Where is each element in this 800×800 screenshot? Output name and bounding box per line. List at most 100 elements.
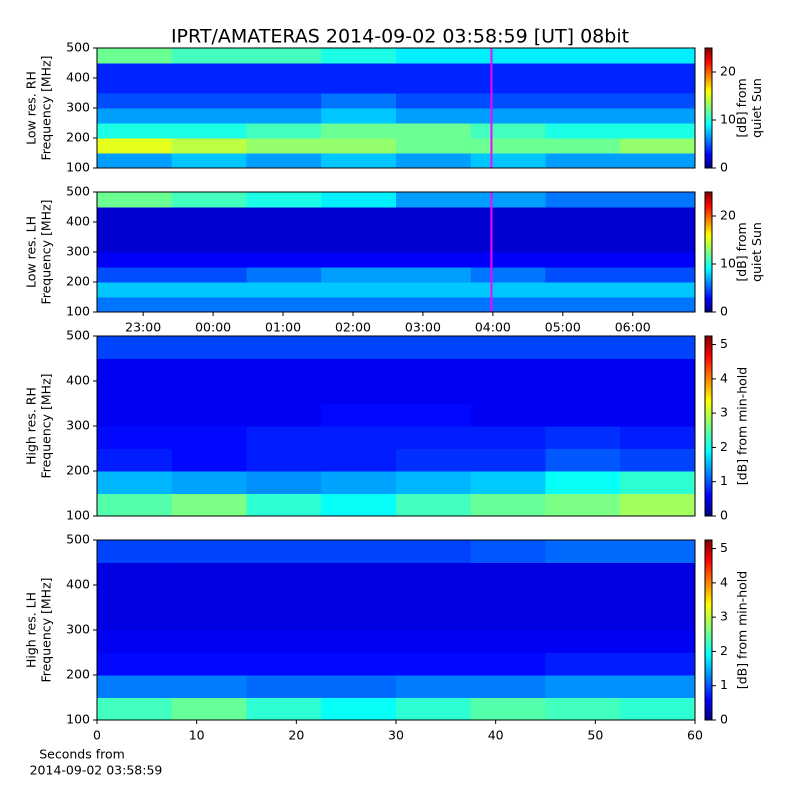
heatmap-cell — [321, 403, 397, 427]
heatmap-cell — [470, 585, 546, 608]
heatmap-cell — [97, 282, 173, 298]
heatmap-cell — [470, 493, 546, 517]
heatmap-cell — [470, 48, 546, 64]
heatmap-cell — [545, 471, 621, 494]
heatmap-cell — [171, 426, 247, 449]
heatmap-cell — [396, 585, 472, 608]
heatmap-cell — [396, 192, 472, 208]
heatmap-cell — [321, 63, 397, 79]
heatmap-cell — [97, 123, 173, 139]
colorbar-tick-label: 5 — [720, 336, 728, 351]
heatmap-cell — [246, 426, 322, 449]
heatmap-cell — [171, 252, 247, 268]
heatmap-cell — [246, 630, 322, 653]
heatmap-cell — [396, 448, 472, 472]
heatmap-cell — [545, 493, 621, 517]
heatmap-cell — [620, 540, 696, 563]
heatmap-cell — [620, 108, 696, 124]
heatmap-cell — [620, 297, 696, 313]
y-tick-label: 100 — [66, 712, 90, 727]
heatmap-cell — [321, 336, 397, 359]
x-tick-label: 60 — [687, 728, 703, 743]
heatmap-cell — [171, 403, 247, 427]
heatmap-cell — [97, 93, 173, 109]
heatmap-cell — [171, 153, 247, 169]
heatmap-cell — [620, 403, 696, 427]
heatmap-cell — [171, 336, 247, 359]
heatmap-cell — [396, 207, 472, 223]
heatmap-cell — [321, 237, 397, 253]
heatmap-cell — [470, 562, 546, 586]
heatmap-cell — [396, 222, 472, 238]
heatmap-cell — [97, 675, 173, 698]
heatmap-cell — [396, 108, 472, 124]
heatmap-cell — [97, 448, 173, 472]
heatmap-cell — [396, 63, 472, 79]
heatmap-cell — [171, 63, 247, 79]
heatmap-cell — [246, 282, 322, 298]
heatmap-cell — [171, 108, 247, 124]
heatmap-cell — [321, 252, 397, 268]
heatmap-cell — [545, 252, 621, 268]
heatmap-cell — [97, 78, 173, 94]
heatmap-cell — [470, 403, 546, 427]
y-axis-label: High res. LH — [24, 592, 39, 668]
heatmap-cell — [246, 336, 322, 359]
heatmap-cell — [171, 493, 247, 517]
heatmap-cell — [620, 48, 696, 64]
y-tick-label: 200 — [66, 463, 90, 478]
colorbar-label: [dB] from — [734, 78, 749, 137]
heatmap-cell — [470, 252, 546, 268]
heatmap-cell — [545, 403, 621, 427]
heatmap-cell — [396, 607, 472, 631]
heatmap-cell — [620, 207, 696, 223]
heatmap-cell — [470, 358, 546, 382]
y-tick-label: 300 — [66, 244, 90, 259]
heatmap-cell — [545, 93, 621, 109]
heatmap-cell — [246, 252, 322, 268]
heatmap-cell — [171, 540, 247, 563]
heatmap-cell — [545, 222, 621, 238]
heatmap-cell — [470, 222, 546, 238]
x-tick-label: 23:00 — [125, 320, 161, 335]
heatmap-cell — [97, 252, 173, 268]
colorbar — [704, 539, 713, 721]
heatmap-cell — [396, 630, 472, 653]
heatmap-cell — [545, 358, 621, 382]
heatmap-cell — [470, 78, 546, 94]
heatmap-cell — [246, 675, 322, 698]
heatmap-cell — [396, 540, 472, 563]
heatmap-cell — [97, 153, 173, 169]
heatmap-cell — [246, 63, 322, 79]
heatmap-cell — [321, 108, 397, 124]
heatmap-cell — [620, 493, 696, 517]
heatmap-cell — [97, 493, 173, 517]
colorbar-tick-label: 10 — [720, 256, 736, 271]
heatmap-cell — [246, 138, 322, 154]
colorbar-label: quiet Sun — [749, 222, 764, 282]
heatmap-cell — [321, 282, 397, 298]
x-axis-label: 2014-09-02 03:58:59 — [30, 763, 163, 778]
heatmap-cell — [171, 675, 247, 698]
heatmap-cell — [470, 108, 546, 124]
heatmap-cell — [246, 48, 322, 64]
heatmap-cell — [620, 471, 696, 494]
y-tick-label: 200 — [66, 274, 90, 289]
heatmap-cell — [396, 336, 472, 359]
heatmap-cell — [321, 267, 397, 283]
colorbar-tick-label: 2 — [720, 643, 728, 658]
colorbar-tick-label: 4 — [720, 370, 728, 385]
heatmap-cell — [246, 540, 322, 563]
heatmap-cell — [171, 207, 247, 223]
heatmap-cell — [620, 252, 696, 268]
heatmap-cell — [97, 540, 173, 563]
heatmap-cell — [545, 63, 621, 79]
heatmap-cell — [321, 358, 397, 382]
heatmap-cell — [620, 448, 696, 472]
heatmap-cell — [246, 78, 322, 94]
heatmap-cell — [171, 652, 247, 676]
heatmap-cell — [246, 237, 322, 253]
heatmap-cell — [171, 562, 247, 586]
heatmap-cell — [97, 652, 173, 676]
colorbar-tick-label: 0 — [720, 304, 728, 319]
